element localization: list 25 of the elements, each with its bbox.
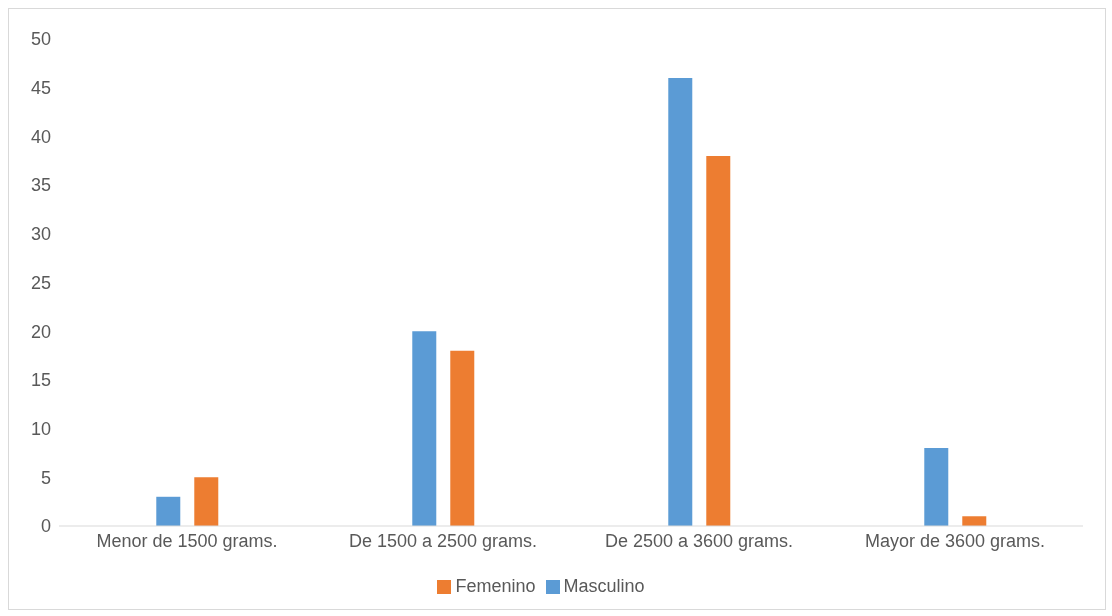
y-tick-label: 20	[30, 321, 51, 342]
y-tick-label: 30	[30, 224, 51, 245]
x-tick-label: Mayor de 3600 grams.	[864, 530, 1046, 551]
x-tick-label: De 2500 a 3600 grams.	[604, 530, 794, 551]
bar	[962, 516, 987, 526]
y-tick-label: 25	[30, 272, 51, 293]
y-tick-label: 0	[40, 516, 51, 537]
x-tick-label: Menor de 1500 grams.	[96, 530, 278, 551]
y-tick-label: 45	[30, 78, 51, 99]
bar	[668, 77, 693, 526]
y-tick-label: 35	[30, 175, 51, 196]
legend-label: Masculino	[563, 576, 645, 596]
y-tick-label: 10	[30, 418, 51, 439]
y-tick-label: 5	[40, 467, 51, 488]
bar	[156, 496, 181, 526]
legend-label: Femenino	[455, 576, 536, 596]
bar	[194, 477, 219, 526]
bar	[450, 350, 475, 526]
bar	[412, 331, 437, 526]
y-tick-label: 40	[30, 126, 51, 147]
y-tick-label: 15	[30, 370, 51, 391]
y-tick-label: 50	[30, 29, 51, 50]
bar	[706, 155, 731, 526]
x-tick-label: De 1500 a 2500 grams.	[348, 530, 538, 551]
bar	[924, 448, 949, 526]
